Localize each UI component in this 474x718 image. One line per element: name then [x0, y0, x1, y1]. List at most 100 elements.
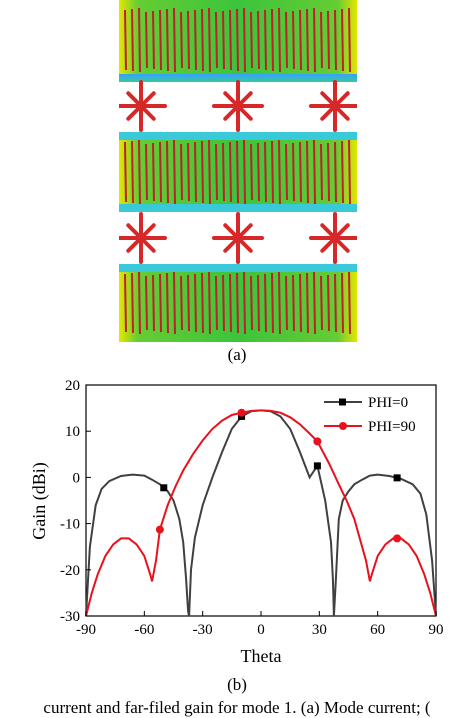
- current-arrow: [166, 8, 169, 72]
- current-arrow: [264, 9, 267, 71]
- current-arrow: [257, 10, 260, 70]
- x-axis-label: Theta: [241, 646, 282, 666]
- legend-marker: [339, 398, 346, 406]
- y-tick-label: 10: [65, 424, 80, 440]
- y-tick-label: 20: [65, 378, 80, 394]
- current-arrow: [173, 139, 176, 205]
- current-arrow: [299, 141, 302, 203]
- current-arrow: [278, 139, 281, 205]
- current-arrow: [124, 141, 127, 203]
- mode-current-image: [119, 0, 357, 342]
- current-arrow: [152, 10, 155, 70]
- current-arrow: [229, 273, 232, 333]
- current-arrow: [236, 272, 239, 334]
- x-tick-label: 90: [429, 622, 444, 638]
- current-arrow: [292, 142, 295, 202]
- current-arrow: [243, 271, 246, 335]
- current-arrow: [138, 7, 141, 73]
- current-arrow: [159, 9, 162, 71]
- current-arrow: [180, 275, 183, 331]
- current-arrow: [194, 273, 197, 333]
- current-arrow: [187, 10, 190, 70]
- current-arrow: [201, 8, 204, 72]
- current-arrow: [320, 11, 323, 69]
- current-arrow: [334, 9, 337, 71]
- slot-current-star: [309, 80, 357, 132]
- current-arrow: [341, 8, 344, 72]
- current-arrow: [131, 140, 134, 204]
- legend-label: PHI=90: [368, 419, 416, 435]
- figure-caption: current and far-filed gain for mode 1. (…: [43, 698, 431, 717]
- current-arrow: [306, 272, 309, 334]
- current-arrow: [145, 11, 148, 69]
- current-arrow: [320, 275, 323, 331]
- current-arrow: [187, 142, 190, 202]
- y-tick-label: 0: [73, 470, 81, 486]
- legend-label: PHI=0: [368, 395, 408, 411]
- current-arrow: [236, 140, 239, 204]
- data-point: [393, 534, 402, 543]
- current-arrow: [327, 142, 330, 202]
- current-arrow: [327, 10, 330, 70]
- y-tick-label: -30: [60, 609, 80, 625]
- slot-current-star: [309, 212, 357, 264]
- current-arrow: [208, 139, 211, 205]
- current-arrow: [292, 274, 295, 332]
- current-arrow: [173, 7, 176, 73]
- current-arrow: [348, 139, 351, 205]
- x-tick-label: -60: [134, 622, 154, 638]
- current-arrow: [131, 272, 134, 334]
- current-arrow: [257, 274, 260, 332]
- current-arrow: [348, 271, 351, 335]
- current-arrow: [299, 9, 302, 71]
- current-arrow: [285, 11, 288, 69]
- current-arrow: [327, 274, 330, 332]
- current-arrow: [201, 272, 204, 334]
- legend-marker: [339, 422, 347, 430]
- current-arrow: [138, 139, 141, 205]
- current-arrow: [278, 271, 281, 335]
- current-arrow: [180, 11, 183, 69]
- current-arrow: [299, 273, 302, 333]
- current-arrow: [222, 142, 225, 202]
- x-tick-label: 0: [257, 622, 265, 638]
- current-arrow: [264, 273, 267, 333]
- x-tick-label: 30: [312, 622, 327, 638]
- current-arrow: [138, 271, 141, 335]
- current-arrow: [124, 273, 127, 333]
- current-arrow: [215, 143, 218, 201]
- current-arrow: [159, 141, 162, 203]
- current-arrow: [208, 271, 211, 335]
- current-arrow: [159, 273, 162, 333]
- current-arrow: [194, 141, 197, 203]
- data-point: [155, 525, 164, 534]
- current-arrow: [229, 141, 232, 203]
- current-arrow: [250, 275, 253, 331]
- current-arrow: [166, 140, 169, 204]
- current-arrow: [124, 9, 127, 71]
- current-arrow: [152, 142, 155, 202]
- current-arrow: [306, 8, 309, 72]
- current-arrow: [194, 9, 197, 71]
- current-arrow: [250, 11, 253, 69]
- current-arrow: [271, 272, 274, 334]
- slot-current-star: [212, 212, 264, 264]
- current-arrow: [250, 143, 253, 201]
- current-arrow: [236, 8, 239, 72]
- current-arrow: [257, 142, 260, 202]
- current-arrow: [208, 7, 211, 73]
- slot-current-star: [119, 212, 167, 264]
- current-arrow: [222, 274, 225, 332]
- current-arrow: [166, 272, 169, 334]
- current-arrow: [313, 139, 316, 205]
- current-arrow: [145, 143, 148, 201]
- current-arrow: [348, 7, 351, 73]
- current-arrow: [173, 271, 176, 335]
- current-arrow: [131, 8, 134, 72]
- current-arrow: [187, 274, 190, 332]
- y-tick-label: -10: [60, 517, 80, 533]
- x-tick-label: -30: [193, 622, 213, 638]
- y-tick-label: -20: [60, 563, 80, 579]
- current-arrow: [292, 10, 295, 70]
- current-arrow: [152, 274, 155, 332]
